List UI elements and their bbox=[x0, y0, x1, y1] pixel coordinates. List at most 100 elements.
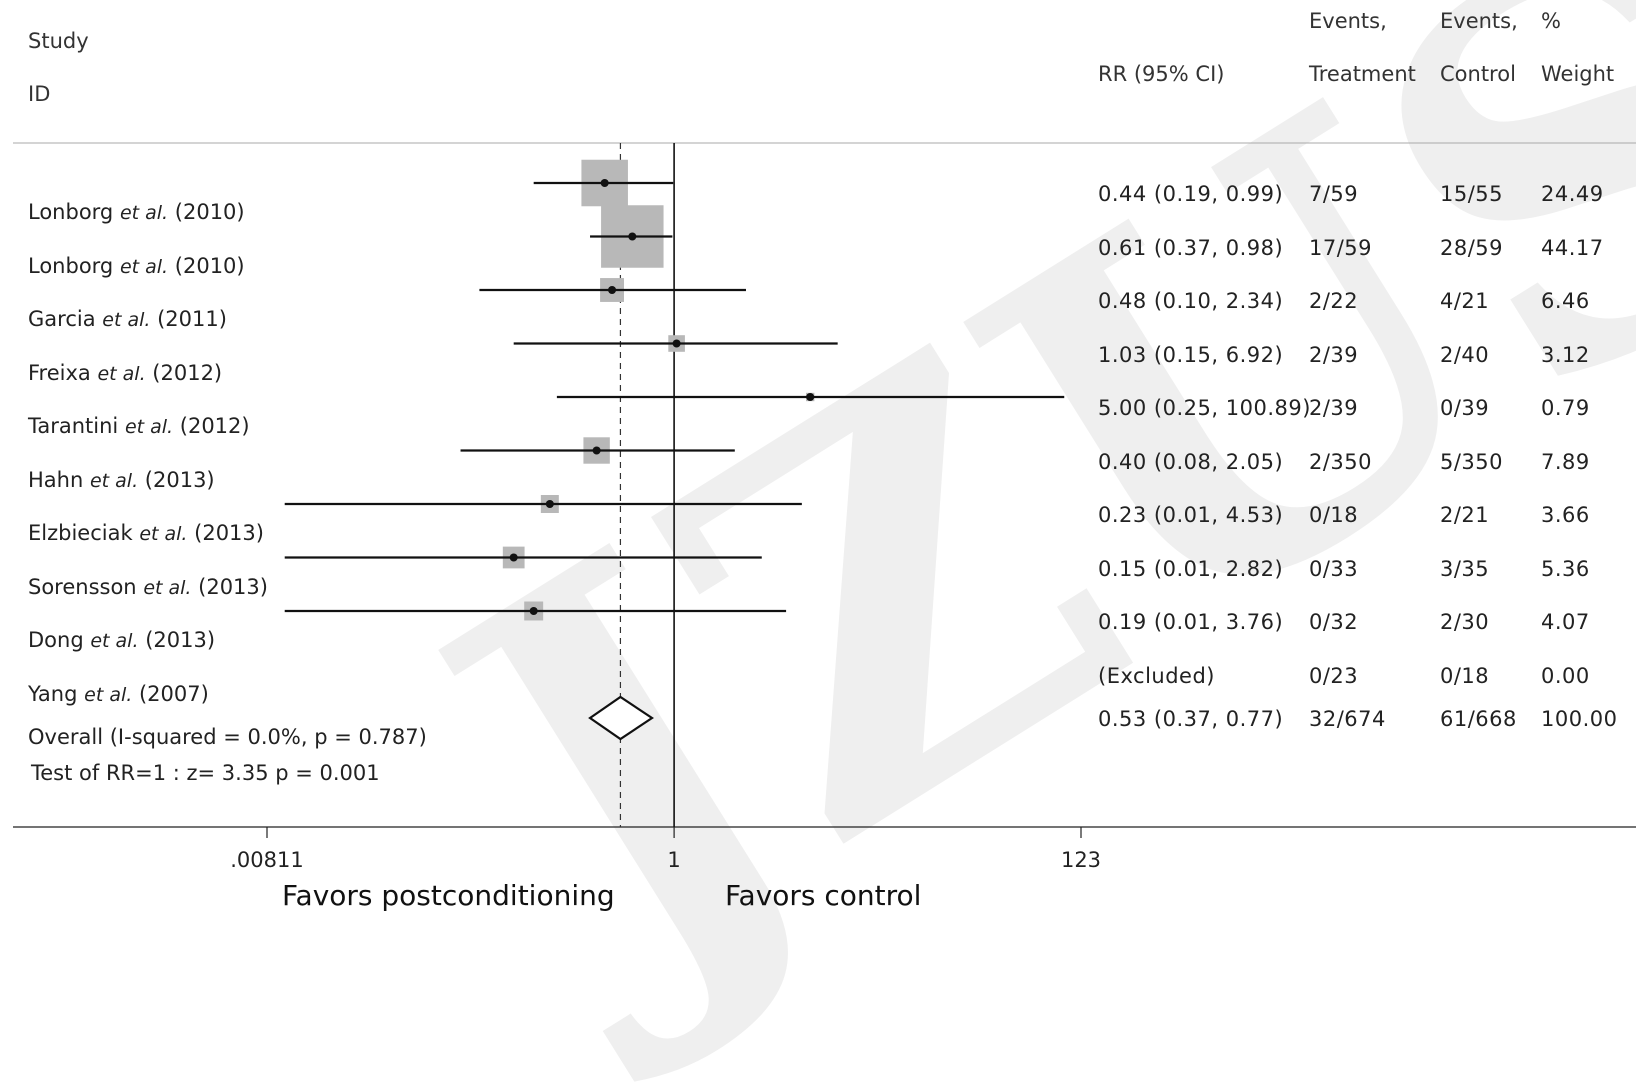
study-treatment: 0/23 bbox=[1309, 663, 1359, 688]
point-estimate bbox=[608, 286, 617, 294]
study-treatment: 0/18 bbox=[1309, 503, 1359, 527]
study-name: Tarantini bbox=[28, 414, 119, 438]
forest-plot bbox=[13, 142, 1636, 838]
study-label: Tarantini et al. (2012) bbox=[28, 414, 250, 438]
point-estimate bbox=[806, 393, 815, 401]
study-weight: 3.12 bbox=[1541, 342, 1590, 367]
study-treatment: 17/59 bbox=[1309, 235, 1373, 260]
study-treatment: 2/350 bbox=[1309, 449, 1373, 474]
study-year: (2013) bbox=[145, 628, 216, 652]
overall-test: Test of RR=1 : z= 3.35 p = 0.001 bbox=[31, 761, 380, 785]
study-treatment: 7/59 bbox=[1309, 182, 1359, 206]
study-treatment: 2/39 bbox=[1309, 396, 1359, 420]
study-etal: et al. bbox=[84, 683, 133, 706]
overall-diamond bbox=[588, 695, 654, 741]
study-name: Garcia bbox=[28, 307, 96, 331]
header-events-treatment-2: Treatment bbox=[1309, 62, 1416, 86]
x-tick-label: .00811 bbox=[230, 848, 304, 872]
favors-left-label: Favors postconditioning bbox=[282, 879, 615, 912]
overall-ci: 0.53 (0.37, 0.77) bbox=[1098, 707, 1284, 731]
study-weight: 5.36 bbox=[1541, 556, 1590, 581]
point-estimate bbox=[628, 232, 637, 241]
header-study: Study bbox=[28, 29, 89, 53]
study-weight: 0.79 bbox=[1541, 396, 1590, 420]
study-year: (2010) bbox=[174, 200, 245, 224]
overall-control: 61/668 bbox=[1440, 707, 1517, 731]
study-label: Sorensson et al. (2013) bbox=[28, 575, 268, 599]
study-label: Garcia et al. (2011) bbox=[28, 307, 227, 331]
study-etal: et al. bbox=[102, 309, 151, 331]
study-label: Freixa et al. (2012) bbox=[28, 361, 222, 385]
study-ci: 0.23 (0.01, 4.53) bbox=[1098, 503, 1284, 527]
study-name: Sorensson bbox=[28, 574, 137, 599]
favors-right-label: Favors control bbox=[725, 879, 922, 912]
study-year: (2010) bbox=[174, 253, 245, 278]
study-year: (2012) bbox=[152, 360, 223, 385]
point-estimate bbox=[545, 500, 554, 508]
study-treatment: 0/32 bbox=[1309, 610, 1359, 634]
study-control: 0/39 bbox=[1440, 396, 1490, 420]
study-year: (2013) bbox=[198, 574, 268, 599]
study-control: 15/55 bbox=[1440, 182, 1504, 206]
study-ci: 0.19 (0.01, 3.76) bbox=[1098, 610, 1284, 634]
study-label: Lonborg et al. (2010) bbox=[28, 254, 245, 278]
header-weight-1: % bbox=[1541, 9, 1561, 33]
study-ci: 0.15 (0.01, 2.82) bbox=[1098, 556, 1284, 581]
study-name: Lonborg bbox=[28, 253, 114, 278]
study-control: 2/21 bbox=[1440, 503, 1490, 527]
study-name: Hahn bbox=[28, 467, 84, 492]
study-ci: 0.61 (0.37, 0.98) bbox=[1098, 235, 1284, 260]
study-ci: 1.03 (0.15, 6.92) bbox=[1098, 342, 1284, 367]
study-label: Elzbieciak et al. (2013) bbox=[28, 521, 264, 545]
study-ci: 0.40 (0.08, 2.05) bbox=[1098, 449, 1284, 474]
overall-treatment: 32/674 bbox=[1309, 707, 1386, 731]
point-estimate bbox=[600, 179, 609, 187]
study-year: (2013) bbox=[194, 521, 264, 545]
study-name: Yang bbox=[28, 681, 78, 706]
study-etal: et al. bbox=[124, 416, 174, 438]
study-ci: 0.44 (0.19, 0.99) bbox=[1098, 182, 1284, 206]
header-id: ID bbox=[28, 82, 51, 106]
study-etal: et al. bbox=[143, 576, 192, 599]
header-events-control-2: Control bbox=[1440, 62, 1516, 86]
study-label: Yang et al. (2007) bbox=[28, 682, 209, 706]
study-weight: 0.00 bbox=[1541, 663, 1590, 688]
study-etal: et al. bbox=[97, 362, 146, 385]
overall-weight: 100.00 bbox=[1541, 707, 1618, 731]
study-control: 2/30 bbox=[1440, 610, 1490, 634]
study-etal: et al. bbox=[119, 202, 169, 224]
point-estimate bbox=[592, 446, 601, 455]
study-weight: 24.49 bbox=[1541, 182, 1604, 206]
header-weight-2: Weight bbox=[1541, 62, 1615, 86]
study-year: (2011) bbox=[157, 307, 227, 331]
study-control: 4/21 bbox=[1440, 289, 1490, 313]
study-control: 2/40 bbox=[1440, 342, 1490, 367]
header-events-treatment-1: Events, bbox=[1309, 9, 1387, 33]
study-control: 5/350 bbox=[1440, 449, 1504, 474]
study-weight: 6.46 bbox=[1541, 289, 1590, 313]
point-estimate bbox=[672, 339, 681, 348]
point-estimate bbox=[529, 607, 538, 615]
study-etal: et al. bbox=[90, 630, 139, 652]
study-weight: 4.07 bbox=[1541, 610, 1590, 634]
study-treatment: 2/22 bbox=[1309, 289, 1359, 313]
study-etal: et al. bbox=[119, 255, 169, 278]
study-label: Hahn et al. (2013) bbox=[28, 468, 215, 492]
study-weight: 7.89 bbox=[1541, 449, 1590, 474]
study-name: Elzbieciak bbox=[28, 521, 133, 545]
study-etal: et al. bbox=[89, 469, 139, 492]
study-weight: 3.66 bbox=[1541, 503, 1590, 527]
study-label: Lonborg et al. (2010) bbox=[28, 200, 245, 224]
study-year: (2007) bbox=[138, 681, 209, 706]
study-name: Dong bbox=[28, 628, 84, 652]
study-ci: 5.00 (0.25, 100.89) bbox=[1098, 396, 1311, 420]
study-control: 28/59 bbox=[1440, 235, 1504, 260]
study-ci: (Excluded) bbox=[1098, 663, 1215, 688]
study-ci: 0.48 (0.10, 2.34) bbox=[1098, 289, 1284, 313]
study-treatment: 0/33 bbox=[1309, 556, 1359, 581]
header-events-control-1: Events, bbox=[1440, 9, 1518, 33]
study-control: 0/18 bbox=[1440, 663, 1490, 688]
study-treatment: 2/39 bbox=[1309, 342, 1359, 367]
study-year: (2013) bbox=[144, 467, 215, 492]
header-rr: RR (95% CI) bbox=[1098, 62, 1225, 86]
